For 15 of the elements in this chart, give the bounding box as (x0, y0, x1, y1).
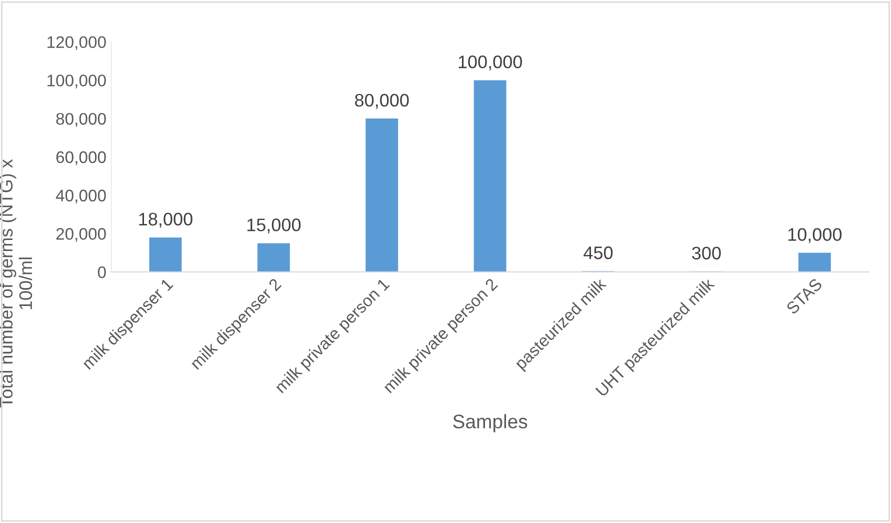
data-label: 18,000 (139, 212, 192, 228)
y-tick-label: 120,000 (48, 36, 106, 50)
data-label: 100,000 (458, 56, 522, 70)
data-label: 80,000 (355, 94, 409, 109)
data-label: 450 (584, 246, 613, 260)
y-tick-label: 0 (98, 266, 106, 278)
y-tick-label: 60,000 (56, 151, 106, 166)
y-tick-label: 40,000 (56, 190, 106, 204)
y-tick-label: 100,000 (48, 74, 106, 88)
y-tick-label: 20,000 (56, 228, 106, 242)
y-tick-label: 80,000 (56, 112, 106, 127)
x-axis-title: Samples (453, 414, 528, 432)
data-label: 10,000 (788, 228, 842, 244)
data-label: 15,000 (247, 218, 301, 234)
data-label: 300 (692, 246, 721, 260)
